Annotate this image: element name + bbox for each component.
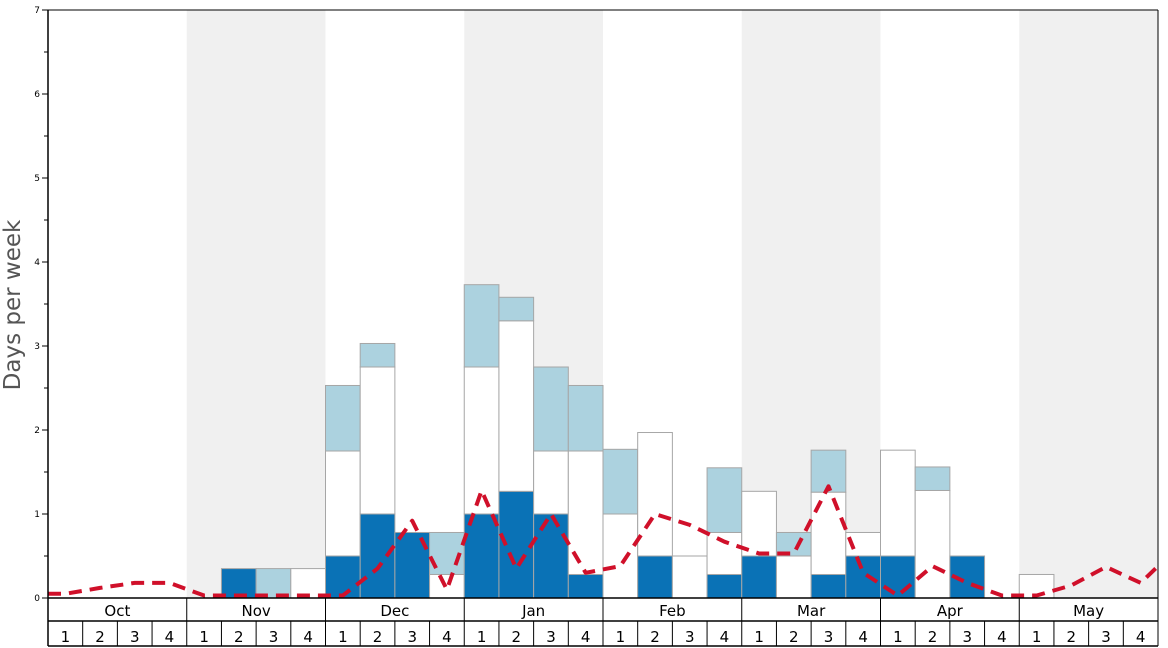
week-label: 3 xyxy=(962,628,972,646)
bar-segment xyxy=(567,384,604,452)
week-label: 1 xyxy=(616,628,626,646)
month-shade-nov xyxy=(186,10,326,598)
bar-segment xyxy=(914,489,951,599)
month-label: Mar xyxy=(797,602,826,620)
week-label: 3 xyxy=(407,628,417,646)
bar-segment xyxy=(429,573,465,599)
bar-segment xyxy=(810,491,847,575)
bar-segment xyxy=(359,366,396,515)
month-label: Feb xyxy=(659,602,686,620)
week-label: 1 xyxy=(1032,628,1042,646)
bar-segment xyxy=(602,448,639,515)
week-label: 3 xyxy=(1101,628,1111,646)
bar-segment xyxy=(255,568,292,599)
bar-segment xyxy=(359,342,396,368)
week-label: 1 xyxy=(477,628,487,646)
bar-segment xyxy=(498,320,535,492)
week-label: 4 xyxy=(858,628,868,646)
bar-segment xyxy=(637,555,673,599)
week-label: 2 xyxy=(234,628,244,646)
bar-segment xyxy=(533,450,569,515)
y-tick-label: 6 xyxy=(34,90,40,100)
week-label: 2 xyxy=(928,628,938,646)
bar-segment xyxy=(463,284,500,368)
week-label: 4 xyxy=(165,628,175,646)
week-label: 2 xyxy=(789,628,799,646)
bar-segment xyxy=(706,531,743,575)
dashed-line-series xyxy=(48,484,1160,598)
week-label: 3 xyxy=(824,628,834,646)
week-label: 4 xyxy=(303,628,313,646)
week-label: 3 xyxy=(546,628,556,646)
month-label: Apr xyxy=(937,602,964,620)
y-tick-label: 3 xyxy=(34,342,40,352)
month-label: Nov xyxy=(241,602,270,620)
y-tick-label: 4 xyxy=(34,258,40,268)
week-label: 2 xyxy=(650,628,660,646)
x-axis: Oct Nov Dec Jan Feb Mar Apr May 1 2 3 4 1 2 3 4 1 2 3 4 1 2 3 4… xyxy=(48,597,1158,647)
bar-segment xyxy=(880,449,916,557)
bar-segment xyxy=(359,513,396,599)
week-label: 1 xyxy=(61,628,71,646)
month-label: Oct xyxy=(104,602,130,620)
y-tick-label: 0 xyxy=(34,594,40,604)
bar-segment xyxy=(706,573,743,599)
month-label: May xyxy=(1073,602,1104,620)
stacked-bars xyxy=(220,284,1055,599)
y-tick-label: 2 xyxy=(34,426,40,436)
week-label: 4 xyxy=(442,628,452,646)
week-label: 4 xyxy=(1136,628,1146,646)
week-label: 3 xyxy=(269,628,279,646)
bar-segment xyxy=(533,366,569,452)
week-label: 2 xyxy=(512,628,522,646)
bar-segment xyxy=(706,467,743,533)
week-label: 1 xyxy=(338,628,348,646)
month-shade-may xyxy=(1019,10,1158,598)
bar-segment xyxy=(463,513,500,599)
bar-segment xyxy=(741,555,777,599)
dashed-line xyxy=(48,484,1160,598)
month-label: Jan xyxy=(521,602,545,620)
bar-segment xyxy=(741,490,777,557)
week-label: 4 xyxy=(720,628,730,646)
y-tick-label: 1 xyxy=(34,510,40,520)
week-label: 4 xyxy=(581,628,591,646)
week-label: 3 xyxy=(685,628,695,646)
y-tick-label: 7 xyxy=(34,6,40,16)
bar-segment xyxy=(533,513,569,599)
bar-segment xyxy=(325,384,361,452)
bar-segment xyxy=(671,555,708,599)
y-axis: 0 1 2 3 4 5 6 7 xyxy=(34,6,1159,646)
week-label: 2 xyxy=(373,628,383,646)
week-label: 3 xyxy=(130,628,140,646)
bar-segment xyxy=(775,555,812,599)
week-label: 1 xyxy=(754,628,764,646)
bar-segment xyxy=(498,296,535,322)
bar-segment xyxy=(810,573,847,599)
week-label: 2 xyxy=(95,628,105,646)
bar-segment xyxy=(567,573,604,599)
bar-segment xyxy=(220,568,257,599)
bar-segment xyxy=(914,466,951,491)
bar-segment xyxy=(463,366,500,515)
bar-segment xyxy=(845,555,881,599)
bar-segment xyxy=(602,513,639,599)
week-label: 1 xyxy=(199,628,209,646)
bar-segment xyxy=(325,450,361,557)
month-label: Dec xyxy=(380,602,409,620)
week-label: 2 xyxy=(1067,628,1077,646)
bar-segment xyxy=(325,555,361,599)
y-axis-label: Days per week xyxy=(0,219,26,390)
bar-segment xyxy=(880,555,916,599)
week-label: 4 xyxy=(997,628,1007,646)
bar-segment xyxy=(637,432,673,557)
week-label: 1 xyxy=(893,628,903,646)
y-tick-label: 5 xyxy=(34,174,40,184)
